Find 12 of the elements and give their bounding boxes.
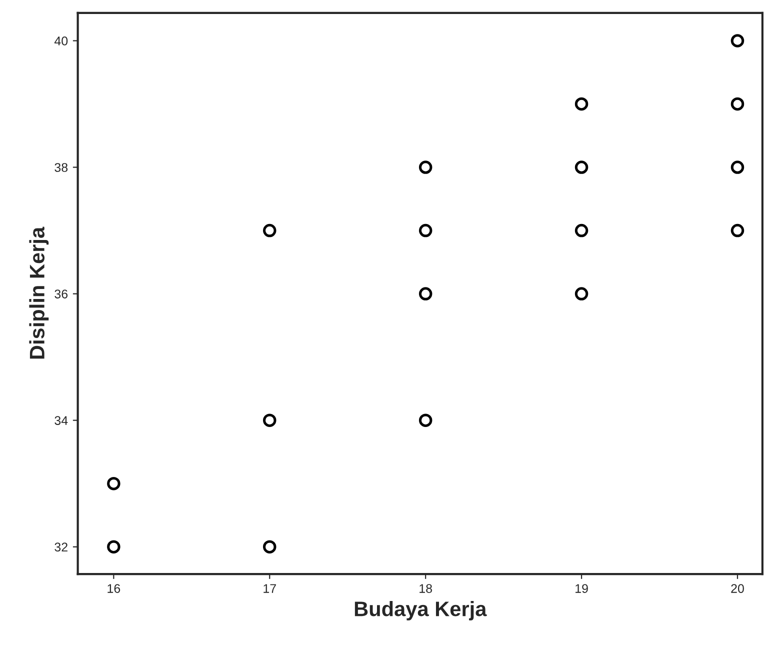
y-tick-label: 32 xyxy=(54,542,68,552)
y-tick-label: 36 xyxy=(54,290,68,298)
y-tick-label: 38 xyxy=(54,163,68,172)
x-tick-label: 20 xyxy=(731,584,744,593)
x-tick-label: 19 xyxy=(576,584,588,593)
x-tick-label: 18 xyxy=(420,584,432,593)
y-axis-title: Disiplin Kerja xyxy=(29,226,49,359)
x-tick-label: 17 xyxy=(264,584,276,593)
x-axis-title: Budaya Kerja xyxy=(354,600,487,620)
y-tick-label: 34 xyxy=(54,416,68,425)
y-tick-label: 40 xyxy=(54,36,68,46)
x-tick-label: 16 xyxy=(108,584,120,593)
